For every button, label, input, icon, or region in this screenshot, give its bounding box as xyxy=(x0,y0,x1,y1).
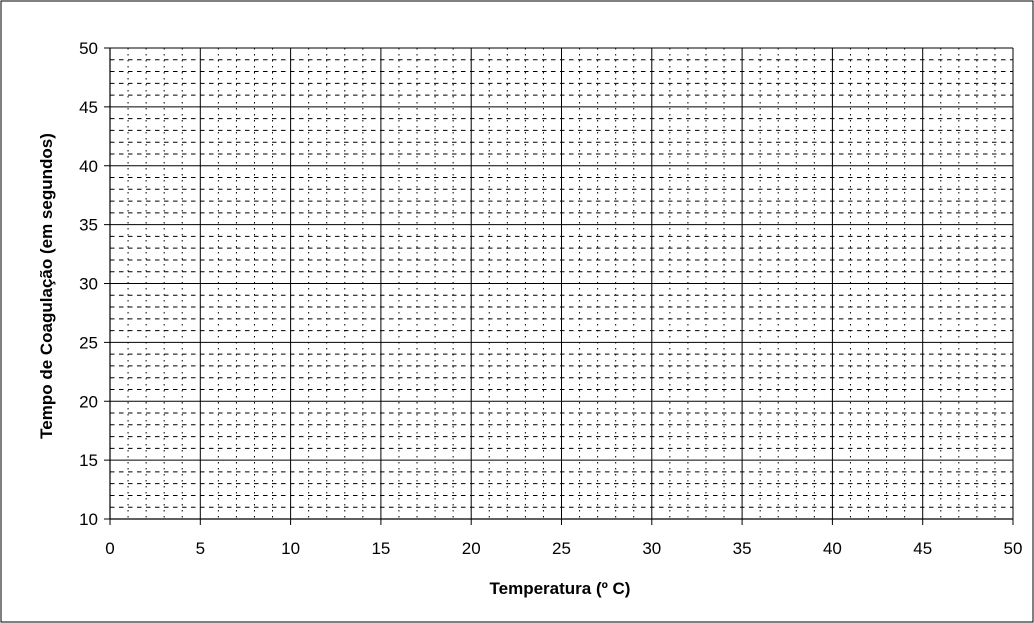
x-tick-label: 35 xyxy=(733,539,752,558)
y-tick-label: 30 xyxy=(79,275,98,294)
y-tick-label: 20 xyxy=(79,392,98,411)
y-tick-label: 10 xyxy=(79,510,98,529)
y-tick-label: 50 xyxy=(79,39,98,58)
plot-area xyxy=(104,47,1014,525)
y-tick-label: 25 xyxy=(79,333,98,352)
x-tick-label: 5 xyxy=(196,539,205,558)
x-tick-labels: 0 5 10 15 20 25 30 35 40 45 50 xyxy=(105,539,1022,558)
y-tick-labels: 10 15 20 25 30 35 40 45 50 xyxy=(79,39,98,529)
x-tick-label: 50 xyxy=(1004,539,1023,558)
x-tick-label: 15 xyxy=(371,539,390,558)
y-tick-label: 40 xyxy=(79,157,98,176)
x-tick-label: 0 xyxy=(105,539,114,558)
x-tick-label: 40 xyxy=(823,539,842,558)
x-tick-label: 30 xyxy=(642,539,661,558)
y-axis-title: Tempo de Coagulação (em segundos) xyxy=(37,133,56,439)
x-axis-title: Temperatura (º C) xyxy=(490,579,631,598)
y-tick-label: 45 xyxy=(79,98,98,117)
x-tick-label: 25 xyxy=(552,539,571,558)
y-tick-label: 35 xyxy=(79,216,98,235)
x-tick-label: 45 xyxy=(913,539,932,558)
x-tick-label: 10 xyxy=(281,539,300,558)
y-tick-label: 15 xyxy=(79,451,98,470)
x-tick-label: 20 xyxy=(462,539,481,558)
